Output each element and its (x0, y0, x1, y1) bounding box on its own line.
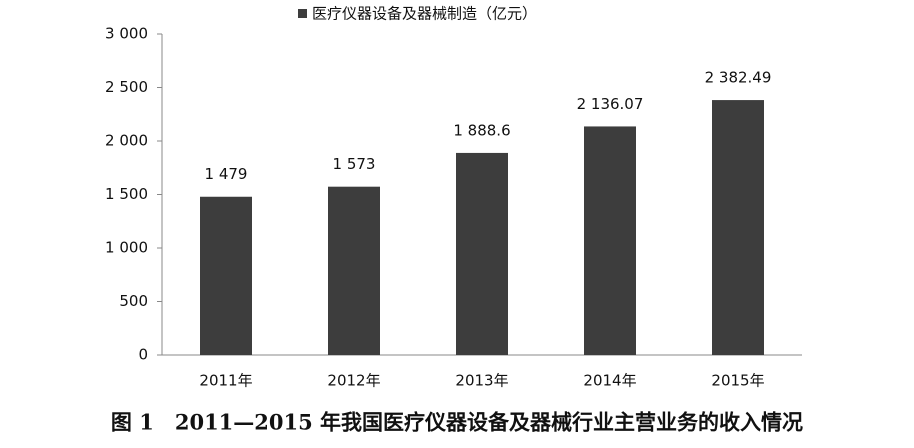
x-tick-label: 2015年 (711, 372, 764, 390)
legend-label: 医疗仪器设备及器械制造（亿元） (312, 5, 537, 23)
legend-swatch (298, 9, 307, 18)
chart-title: 图 1 2011—2015 年我国医疗仪器设备及器械行业主营业务的收入情况 (111, 410, 803, 435)
y-tick-label: 500 (119, 292, 148, 310)
data-label: 2 382.49 (705, 69, 772, 87)
data-label: 1 573 (333, 155, 376, 173)
data-label: 2 136.07 (577, 95, 644, 113)
x-tick-label: 2014年 (583, 372, 636, 390)
data-label: 1 888.6 (453, 121, 510, 139)
bar (456, 152, 508, 355)
y-tick-label: 1 500 (105, 185, 148, 203)
bar (712, 100, 764, 355)
y-tick-label: 2 000 (105, 132, 148, 150)
y-tick-label: 2 500 (105, 78, 148, 96)
bar (200, 196, 252, 355)
y-tick-label: 1 000 (105, 239, 148, 257)
data-label: 1 479 (205, 165, 248, 183)
y-tick-label: 0 (138, 346, 148, 364)
bar (584, 126, 636, 355)
x-tick-label: 2011年 (199, 372, 252, 390)
x-tick-label: 2013年 (455, 372, 508, 390)
x-tick-label: 2012年 (327, 372, 380, 390)
bar (328, 186, 380, 355)
y-tick-label: 3 000 (105, 25, 148, 43)
